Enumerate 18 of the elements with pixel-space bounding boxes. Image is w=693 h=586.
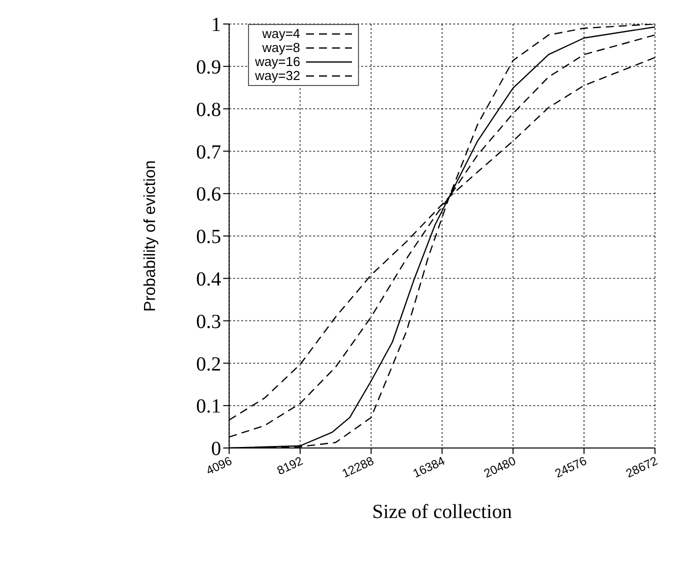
y-tick-label: 1 [211, 14, 222, 36]
y-tick-label: 0.5 [196, 226, 222, 248]
y-axis-title: Probability of eviction [142, 160, 159, 312]
y-tick-label: 0.9 [196, 56, 222, 78]
legend-label: way=4 [262, 26, 300, 41]
y-tick-label: 0.2 [196, 353, 222, 376]
y-tick-label: 0.4 [196, 268, 222, 290]
y-tick-label: 0.8 [196, 98, 222, 121]
y-tick-label: 0.7 [196, 141, 222, 164]
legend-label: way=32 [255, 68, 300, 83]
legend-label: way=16 [255, 54, 300, 69]
y-tick-label: 0.3 [196, 310, 222, 333]
y-tick-label: 0.1 [196, 396, 222, 418]
y-tick-label: 0 [211, 438, 222, 460]
x-tick-label: 8192 [274, 454, 306, 478]
legend-label: way=8 [262, 40, 300, 55]
y-tick-label: 0.6 [196, 184, 222, 206]
x-axis-title: Size of collection [372, 501, 512, 523]
